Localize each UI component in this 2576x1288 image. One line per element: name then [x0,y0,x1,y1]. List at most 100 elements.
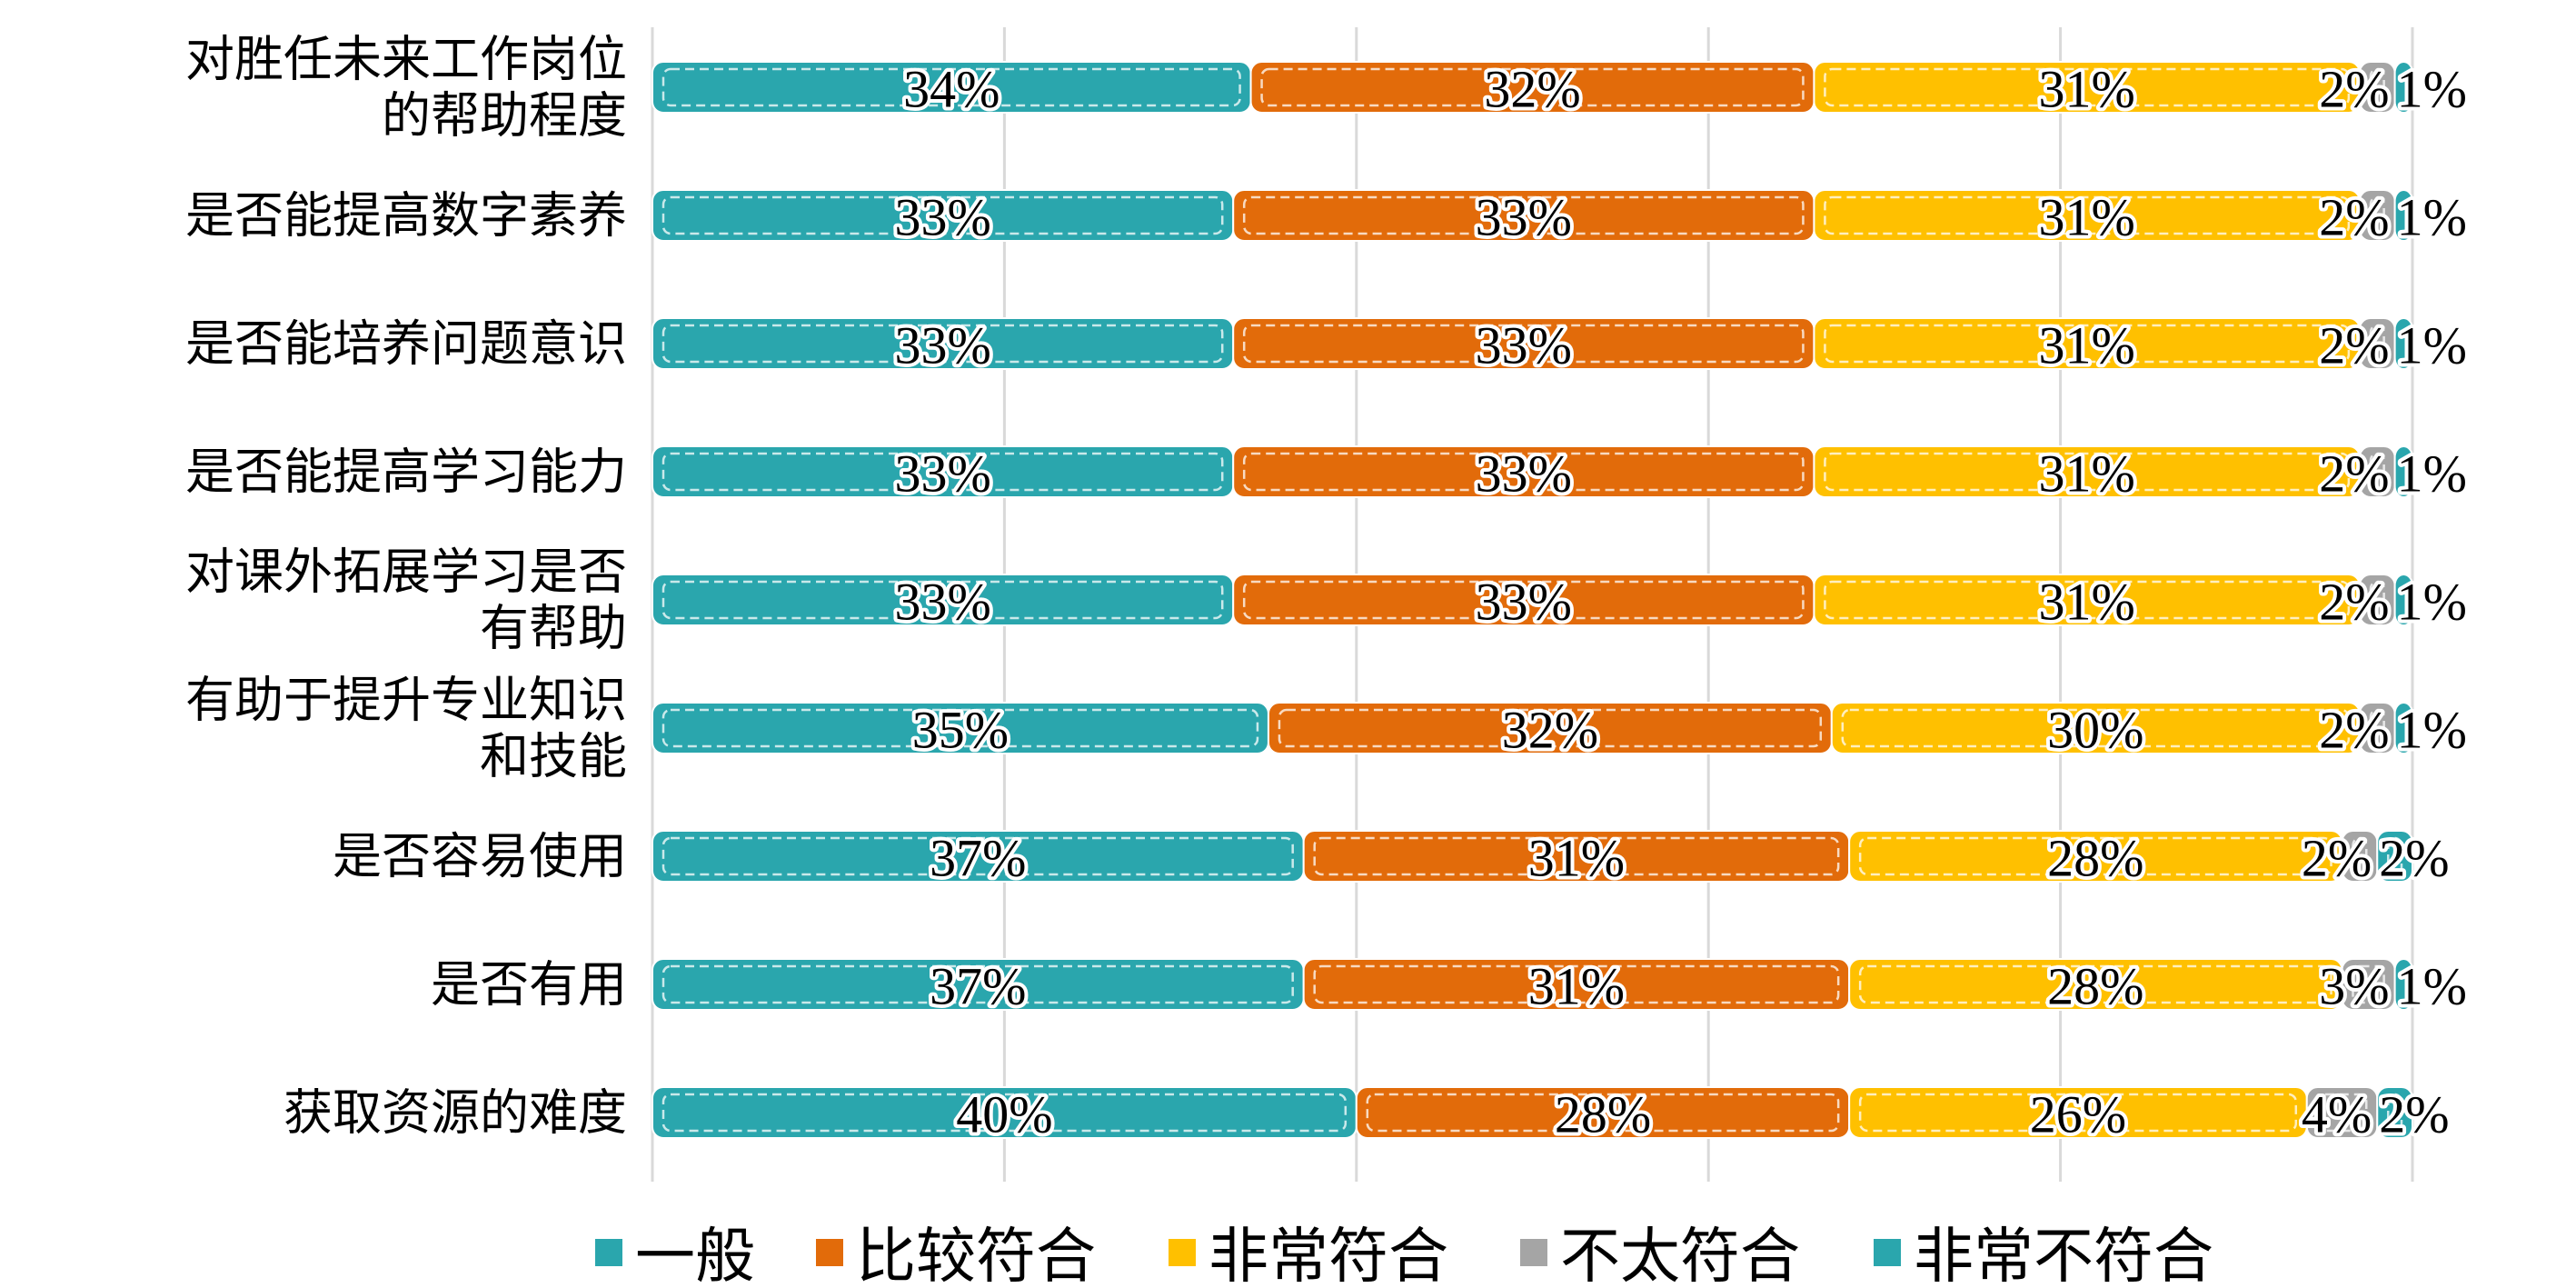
bar-segment-highlight [2387,1093,2403,1133]
bar-segment-highlight [1824,195,2351,235]
data-label: 28% [2047,957,2143,1016]
category-label: 对课外拓展学习是否有帮助 [185,544,627,657]
bar-segment-highlight [2316,1093,2368,1133]
data-label: 33% [1476,573,1572,632]
data-label: 31% [2038,188,2134,247]
bar-segment-highlight [1278,708,1823,748]
data-label: 33% [894,316,990,375]
data-label: 2% [2319,701,2389,760]
bar-segment-highlight [661,67,1241,107]
bar-segment [2376,830,2414,883]
data-label: 32% [1502,701,1598,760]
legend-swatch [595,1239,622,1266]
data-label: 2% [2319,444,2389,504]
bar-segment-highlight [661,324,1224,364]
bar-segment-highlight [1824,452,2351,492]
bar-segment-highlight [2369,452,2385,492]
bar-segment [2393,574,2413,626]
bar-segment-highlight [2369,708,2385,748]
bar-segment [2393,702,2413,754]
category-label: 是否能提高数字素养 [185,187,627,245]
legend-label: 不太符合 [1560,1222,1800,1288]
bar-segment [2376,1086,2414,1139]
data-label: 2% [2379,1085,2449,1144]
bar-segment-highlight [2369,195,2385,235]
data-label: 40% [956,1085,1052,1144]
bar-segment-highlight [2387,836,2403,876]
legend-swatch [1520,1239,1547,1266]
bar-segment-highlight [2369,324,2385,364]
data-label: 1% [2397,701,2467,760]
data-label: 28% [2047,829,2143,888]
data-label: 37% [930,957,1026,1016]
data-label: 1% [2397,60,2467,119]
data-label: 33% [1476,188,1572,247]
bar-segment-highlight [1313,964,1840,1004]
category-label: 获取资源的难度 [283,1084,627,1142]
category-label: 是否能提高学习能力 [185,444,627,501]
data-label: 2% [2302,829,2372,888]
bar-segment [2393,61,2413,114]
bar-segment-highlight [1858,836,2332,876]
bar-segment-highlight [661,708,1259,748]
bar-segment-highlight [2352,836,2368,876]
bar-segment-highlight [1366,1093,1840,1133]
legend-swatch [1874,1239,1901,1266]
bar-segment-highlight [1242,452,1805,492]
bar-segment-highlight [1260,67,1805,107]
bar-segment-highlight [1313,836,1840,876]
data-label: 31% [1528,957,1625,1016]
bars [651,61,2414,1139]
bar-segment-highlight [1841,708,2351,748]
legend-swatch [1169,1239,1196,1266]
data-label: 33% [894,444,990,504]
category-label: 是否容易使用 [333,828,627,885]
category-label: 是否能培养问题意识 [185,315,627,373]
data-label: 1% [2397,573,2467,632]
data-label: 28% [1555,1085,1651,1144]
bar-segment-highlight [1824,324,2351,364]
bar-segment-highlight [2352,964,2385,1004]
bar-segment-highlight [1242,195,1805,235]
data-label: 33% [1476,316,1572,375]
bar-segment [2393,958,2413,1011]
data-label: 35% [912,701,1009,760]
data-label: 2% [2319,188,2389,247]
bar-segment-highlight [1824,580,2351,620]
legend-label: 非常符合 [1208,1222,1448,1288]
category-label: 是否有用 [431,956,627,1013]
data-label: 32% [1484,60,1580,119]
bar-segment-highlight [661,964,1294,1004]
data-label: 31% [2038,444,2134,504]
bar-segment-highlight [1858,1093,2298,1133]
data-label: 3% [2319,957,2389,1016]
legend-label: 一般 [635,1222,755,1288]
legend: 一般 比较符合 非常符合 不太符合 非常不符合 [595,1222,2213,1288]
bar-segment-highlight [661,452,1224,492]
data-label: 4% [2302,1085,2372,1144]
bar-segment-highlight [1824,67,2351,107]
bar-segment [2393,317,2413,370]
bar-segment-highlight [1242,580,1805,620]
data-label: 31% [2038,60,2134,119]
legend-swatch [816,1239,843,1266]
data-label: 26% [2030,1085,2126,1144]
data-label: 34% [903,60,1000,119]
data-label: 31% [2038,316,2134,375]
bar-segment-highlight [2369,67,2385,107]
bar-segment-highlight [1242,324,1805,364]
data-label: 30% [2047,701,2143,760]
legend-label: 比较符合 [856,1222,1096,1288]
bar-segment-highlight [1858,964,2332,1004]
data-label: 33% [894,188,990,247]
data-label: 1% [2397,957,2467,1016]
category-label: 对胜任未来工作岗位的帮助程度 [185,31,627,145]
bar-segment [2393,189,2413,242]
data-label: 1% [2397,188,2467,247]
data-labels: 34% 32% 31% 2% 1%33% 33% 31% 2% 1%33% 33% 31% 2% 1%3… [890,56,2471,1148]
legend-label: 非常不符合 [1914,1222,2213,1288]
category-label: 有助于提升专业知识和技能 [185,672,627,785]
bar-segment-highlight [2369,580,2385,620]
bar-segment-highlight [661,195,1224,235]
